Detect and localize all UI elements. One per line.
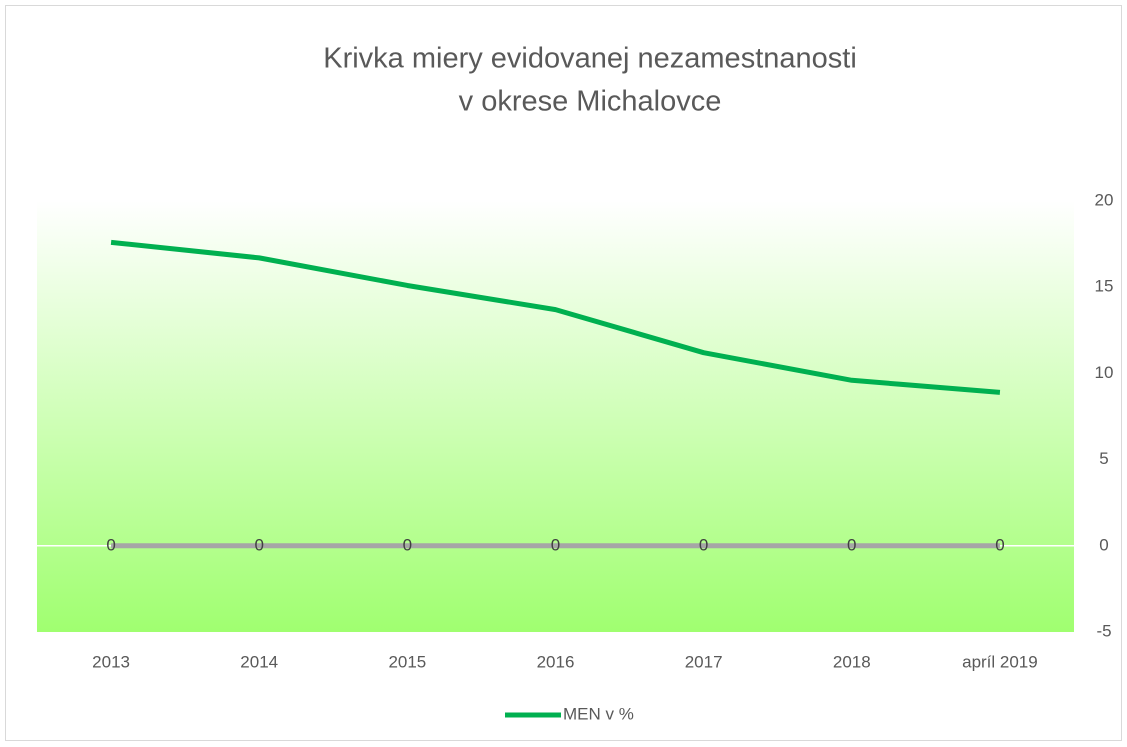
x-tick-label: 2013 bbox=[92, 652, 130, 671]
x-tick-label: apríl 2019 bbox=[962, 652, 1038, 671]
plot-area bbox=[37, 201, 1074, 632]
data-label: 0 bbox=[847, 535, 856, 554]
y-tick-label: 5 bbox=[1099, 449, 1108, 468]
y-tick-label: 10 bbox=[1095, 363, 1114, 382]
x-tick-label: 2016 bbox=[537, 652, 575, 671]
x-tick-label: 2018 bbox=[833, 652, 871, 671]
data-label: 0 bbox=[106, 535, 115, 554]
x-tick-label: 2017 bbox=[685, 652, 723, 671]
data-label: 0 bbox=[699, 535, 708, 554]
y-tick-label: 15 bbox=[1095, 277, 1114, 296]
y-tick-label: 0 bbox=[1099, 535, 1108, 554]
y-tick-label: 20 bbox=[1095, 190, 1114, 209]
data-label: 0 bbox=[403, 535, 412, 554]
y-tick-label: -5 bbox=[1096, 621, 1111, 640]
chart-title: Krivka miery evidovanej nezamestnanosti bbox=[323, 43, 857, 75]
chart-title: v okrese Michalovce bbox=[459, 86, 722, 118]
x-tick-label: 2015 bbox=[388, 652, 426, 671]
x-tick-label: 2014 bbox=[240, 652, 278, 671]
legend-label: MEN v % bbox=[563, 704, 634, 723]
data-label: 0 bbox=[254, 535, 263, 554]
data-label: 0 bbox=[995, 535, 1004, 554]
data-label: 0 bbox=[551, 535, 560, 554]
line-series bbox=[110, 239, 1001, 395]
